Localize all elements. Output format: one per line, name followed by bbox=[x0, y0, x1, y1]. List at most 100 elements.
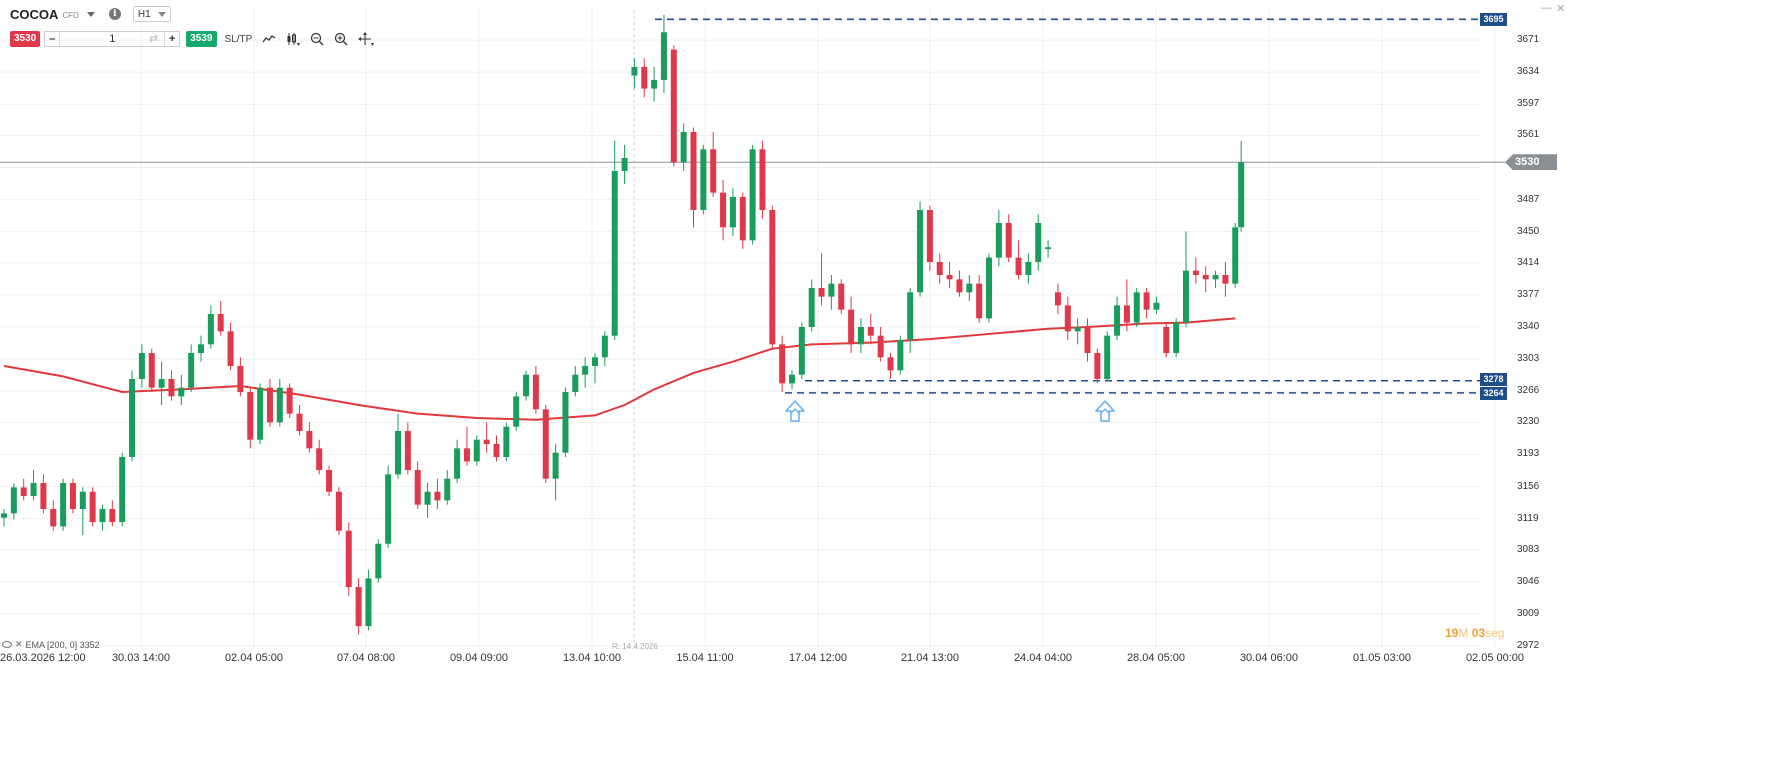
timeframe-select[interactable]: H1 bbox=[132, 6, 171, 22]
eye-icon[interactable] bbox=[2, 641, 12, 648]
up-arrow-icon-1 bbox=[1095, 400, 1115, 422]
candle-2 bbox=[20, 478, 27, 501]
candle-body bbox=[769, 209, 776, 345]
info-icon[interactable]: i bbox=[108, 8, 121, 20]
candle-body bbox=[523, 374, 530, 397]
candle-body bbox=[1094, 353, 1101, 380]
candle-body bbox=[463, 448, 470, 462]
crosshair-icon[interactable] bbox=[358, 32, 375, 46]
level-tag-3264[interactable]: 3264 bbox=[1480, 387, 1507, 401]
candle-body bbox=[779, 344, 786, 384]
candle-body bbox=[808, 287, 815, 327]
indicator-legend[interactable]: ✕ EMA [200, 0] 3352 bbox=[2, 639, 100, 650]
chart-grid bbox=[0, 8, 1496, 648]
y-tick-label-3: 3083 bbox=[1517, 543, 1540, 555]
candle-22 bbox=[217, 300, 224, 336]
candle-118 bbox=[1163, 322, 1170, 358]
candle-body bbox=[40, 483, 47, 510]
sell-button[interactable]: 3530 bbox=[10, 31, 41, 47]
candle-28 bbox=[276, 379, 283, 427]
candle-115 bbox=[1133, 287, 1140, 327]
candle-body bbox=[296, 413, 303, 432]
candle-body bbox=[129, 379, 136, 458]
candle-64 bbox=[631, 58, 638, 89]
candle-61 bbox=[601, 331, 608, 367]
x-tick-label-4: 09.04 09:00 bbox=[449, 652, 509, 664]
candle-body bbox=[749, 149, 756, 241]
current-price-tag: 3530 bbox=[1505, 154, 1557, 171]
candle-body bbox=[1045, 247, 1052, 249]
candle-body bbox=[838, 283, 845, 310]
candle-body bbox=[513, 396, 520, 427]
candle-body bbox=[404, 431, 411, 471]
zoom-out-icon[interactable] bbox=[310, 32, 324, 46]
candle-101 bbox=[995, 209, 1002, 267]
close-icon[interactable]: ✕ bbox=[15, 639, 23, 649]
swap-icon[interactable]: ⇄ bbox=[149, 33, 159, 45]
zoom-in-icon[interactable] bbox=[334, 32, 348, 46]
minimize-icon[interactable]: — bbox=[1541, 2, 1552, 14]
candle-48 bbox=[473, 435, 480, 466]
candle-body bbox=[168, 379, 175, 397]
candle-body bbox=[1104, 335, 1111, 380]
candle-82 bbox=[808, 279, 815, 332]
candle-body bbox=[641, 66, 648, 89]
candle-body bbox=[552, 452, 559, 479]
line-chart-icon[interactable] bbox=[262, 34, 276, 44]
candle-body bbox=[158, 379, 165, 388]
candle-body bbox=[188, 353, 195, 388]
candle-93 bbox=[917, 201, 924, 297]
increment-button[interactable]: + bbox=[169, 33, 176, 45]
up-arrow-icon-0 bbox=[785, 400, 805, 422]
candle-body bbox=[414, 470, 421, 505]
candle-100 bbox=[986, 253, 992, 323]
candle-99 bbox=[976, 274, 983, 323]
close-icon[interactable]: ✕ bbox=[1556, 3, 1566, 15]
level-tag-3695[interactable]: 3695 bbox=[1480, 12, 1507, 26]
candle-65 bbox=[641, 58, 648, 98]
candle-120 bbox=[1183, 231, 1189, 327]
candle-92 bbox=[907, 287, 914, 354]
candle-55 bbox=[542, 405, 549, 484]
x-tick-label-10: 28.04 05:00 bbox=[1126, 652, 1186, 664]
y-tick-label-17: 3597 bbox=[1517, 98, 1540, 110]
candle-0 bbox=[1, 509, 7, 527]
candle-body bbox=[710, 149, 717, 193]
sltp-button[interactable]: SL/TP bbox=[224, 33, 253, 45]
quantity-input[interactable]: 1 ⇄ bbox=[59, 32, 166, 46]
candle-126 bbox=[1238, 140, 1245, 232]
candle-21 bbox=[207, 305, 214, 349]
candlestick-icon[interactable] bbox=[286, 32, 301, 46]
candle-35 bbox=[345, 522, 352, 596]
candle-96 bbox=[946, 261, 953, 288]
candle-body bbox=[562, 392, 569, 453]
candle-70 bbox=[690, 127, 697, 228]
candle-body bbox=[1183, 270, 1189, 323]
candle-125 bbox=[1232, 222, 1239, 288]
decrement-button[interactable]: – bbox=[49, 33, 56, 45]
symbol-dropdown-icon[interactable] bbox=[86, 11, 95, 17]
quantity-stepper[interactable]: – 1 ⇄ + bbox=[44, 31, 181, 47]
y-tick-label-2: 3046 bbox=[1517, 575, 1540, 587]
candle-20 bbox=[198, 335, 204, 362]
buy-button[interactable]: 3539 bbox=[186, 31, 217, 47]
candle-54 bbox=[532, 366, 539, 414]
candle-69 bbox=[680, 123, 687, 171]
candle-80 bbox=[789, 370, 795, 390]
candle-body bbox=[1, 513, 7, 518]
candle-body bbox=[976, 283, 983, 319]
level-tag-3278[interactable]: 3278 bbox=[1480, 373, 1507, 387]
y-tick-label-16: 3561 bbox=[1517, 129, 1540, 141]
candle-body bbox=[198, 344, 204, 354]
candle-14 bbox=[138, 344, 145, 388]
candle-body bbox=[582, 366, 589, 375]
y-tick-label-9: 3303 bbox=[1517, 353, 1540, 365]
symbol-name[interactable]: COCOA bbox=[10, 6, 59, 22]
candle-body bbox=[375, 543, 382, 579]
x-tick-label-7: 17.04 12:00 bbox=[788, 652, 848, 664]
candle-6 bbox=[60, 478, 67, 531]
candle-116 bbox=[1143, 287, 1150, 319]
y-tick-label-14: 3487 bbox=[1517, 193, 1540, 205]
candle-33 bbox=[326, 465, 333, 497]
